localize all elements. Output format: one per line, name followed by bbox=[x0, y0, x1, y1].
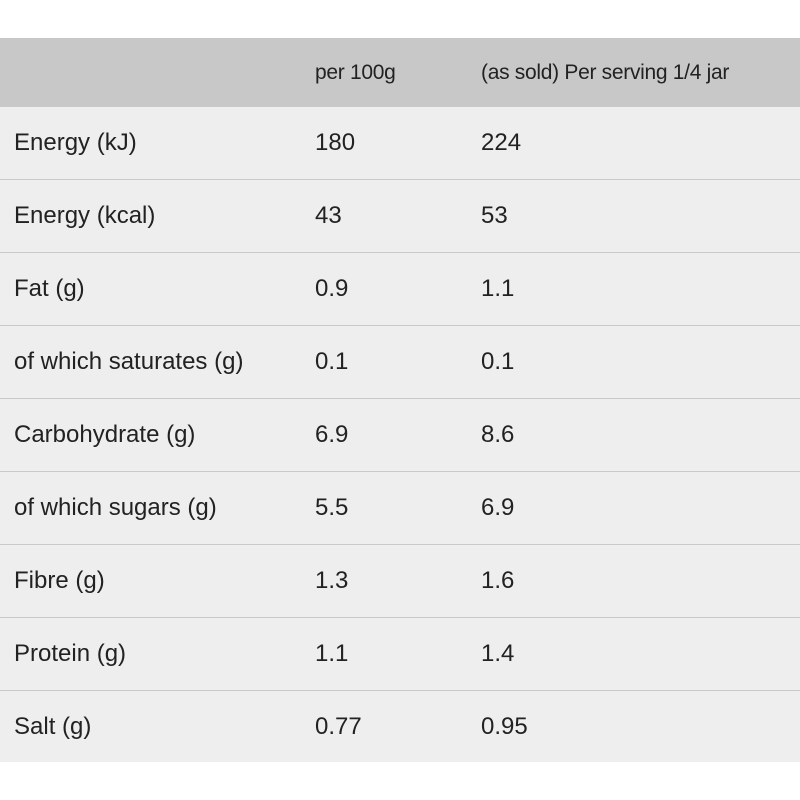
nutrient-label: of which saturates (g) bbox=[14, 348, 244, 375]
nutrient-label: Salt (g) bbox=[14, 712, 92, 740]
table-row: Carbohydrate (g) 6.9 8.6 bbox=[0, 399, 800, 472]
per-serving-value: 1.4 bbox=[481, 640, 515, 667]
nutrient-label: of which sugars (g) bbox=[14, 494, 217, 521]
per-serving-value: 0.95 bbox=[481, 712, 528, 740]
per-100g-value: 0.77 bbox=[315, 712, 362, 740]
per-100g-value: 0.1 bbox=[315, 348, 349, 375]
table-row: of which saturates (g) 0.1 0.1 bbox=[0, 326, 800, 399]
table-header-row: per 100g (as sold) Per serving 1/4 jar bbox=[0, 38, 800, 107]
per-100g-value: 180 bbox=[315, 129, 356, 156]
per-100g-value: 1.1 bbox=[315, 640, 349, 667]
per-serving-value: 224 bbox=[481, 129, 522, 156]
per-100g-value: 5.5 bbox=[315, 494, 349, 521]
per-serving-value: 0.1 bbox=[481, 348, 515, 375]
per-serving-value: 1.6 bbox=[481, 567, 515, 594]
per-serving-value: 8.6 bbox=[481, 421, 515, 448]
table-row: Fat (g) 0.9 1.1 bbox=[0, 253, 800, 326]
table-row: Fibre (g) 1.3 1.6 bbox=[0, 545, 800, 618]
nutrient-label: Carbohydrate (g) bbox=[14, 421, 196, 448]
per-serving-value: 1.1 bbox=[481, 275, 515, 302]
nutrient-label: Fibre (g) bbox=[14, 567, 105, 594]
per-100g-value: 43 bbox=[315, 202, 342, 229]
header-cell-per-serving: (as sold) Per serving 1/4 jar bbox=[481, 60, 730, 84]
header-cell-per-100g: per 100g bbox=[315, 60, 396, 84]
table-row: of which sugars (g) 5.5 6.9 bbox=[0, 472, 800, 545]
per-serving-value: 53 bbox=[481, 202, 508, 229]
nutrient-label: Energy (kcal) bbox=[14, 202, 156, 229]
table-row: Energy (kcal) 43 53 bbox=[0, 180, 800, 253]
nutrient-label: Protein (g) bbox=[14, 640, 127, 667]
per-100g-value: 6.9 bbox=[315, 421, 349, 448]
per-serving-value: 6.9 bbox=[481, 494, 515, 521]
per-100g-value: 0.9 bbox=[315, 275, 349, 302]
per-100g-value: 1.3 bbox=[315, 567, 349, 594]
nutrition-table: per 100g (as sold) Per serving 1/4 jar E… bbox=[0, 38, 800, 762]
nutrient-label: Fat (g) bbox=[14, 275, 85, 302]
table-row: Energy (kJ) 180 224 bbox=[0, 107, 800, 180]
table-row: Salt (g) 0.77 0.95 bbox=[0, 691, 800, 762]
nutrient-label: Energy (kJ) bbox=[14, 129, 137, 156]
table-row: Protein (g) 1.1 1.4 bbox=[0, 618, 800, 691]
